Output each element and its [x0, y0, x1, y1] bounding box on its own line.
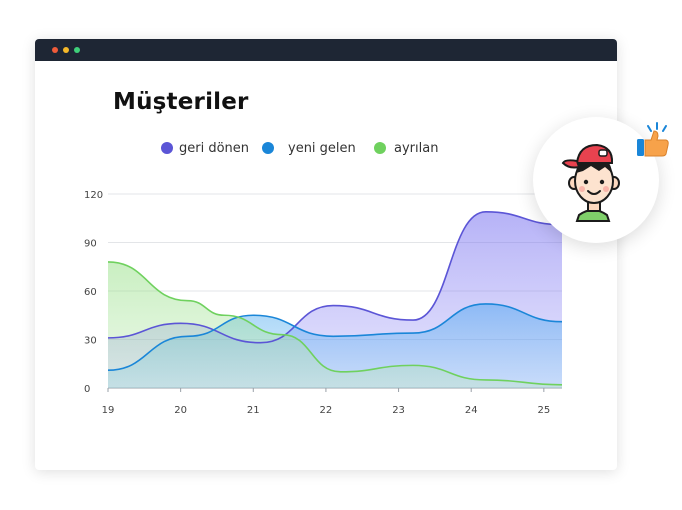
chart-areas — [108, 211, 562, 388]
boy-avatar-icon — [561, 143, 620, 222]
x-tick-label: 20 — [174, 405, 187, 416]
legend-item-returning[interactable]: geri dönen — [161, 140, 249, 156]
close-window-button[interactable] — [52, 47, 58, 53]
chart-lines — [107, 210, 563, 386]
window-titlebar — [35, 39, 617, 61]
x-tick-label: 19 — [102, 405, 115, 416]
minimize-window-button[interactable] — [63, 47, 69, 53]
x-tick-label: 25 — [537, 405, 550, 416]
x-tick-label: 24 — [465, 405, 478, 416]
legend-label-new: yeni gelen — [288, 140, 356, 156]
y-tick-label: 90 — [84, 239, 97, 250]
line-new — [107, 303, 563, 372]
legend-dot-returning-icon — [161, 142, 173, 154]
line-left — [107, 261, 563, 386]
legend-label-left: ayrılan — [394, 140, 439, 156]
y-tick-label: 120 — [84, 190, 103, 201]
chart-title: Müşteriler — [113, 89, 249, 115]
legend-label-returning: geri dönen — [179, 140, 250, 156]
thumbs-up-icon — [637, 122, 669, 157]
legend-dot-left-icon — [374, 142, 386, 154]
legend-item-new[interactable]: yeni gelen — [262, 140, 356, 156]
x-tick-label: 21 — [247, 405, 260, 416]
avatar-badge — [533, 117, 669, 243]
area-left — [108, 261, 562, 388]
x-tick-label: 23 — [392, 405, 405, 416]
y-tick-label: 30 — [84, 336, 97, 347]
chart-axes: 0 30 60 90 120 19 20 21 22 23 24 25 — [84, 190, 550, 416]
y-tick-label: 60 — [84, 287, 97, 298]
area-chart: 0 30 60 90 120 19 20 21 22 23 24 25 — [84, 190, 563, 416]
maximize-window-button[interactable] — [74, 47, 80, 53]
x-tick-label: 22 — [320, 405, 333, 416]
legend-dot-new-icon — [262, 142, 274, 154]
legend-item-left[interactable]: ayrılan — [374, 140, 438, 156]
y-tick-label: 0 — [84, 384, 90, 395]
browser-window: Müşteriler geri dönen yeni gelen ayrılan — [35, 39, 617, 470]
line-returning — [107, 210, 563, 344]
